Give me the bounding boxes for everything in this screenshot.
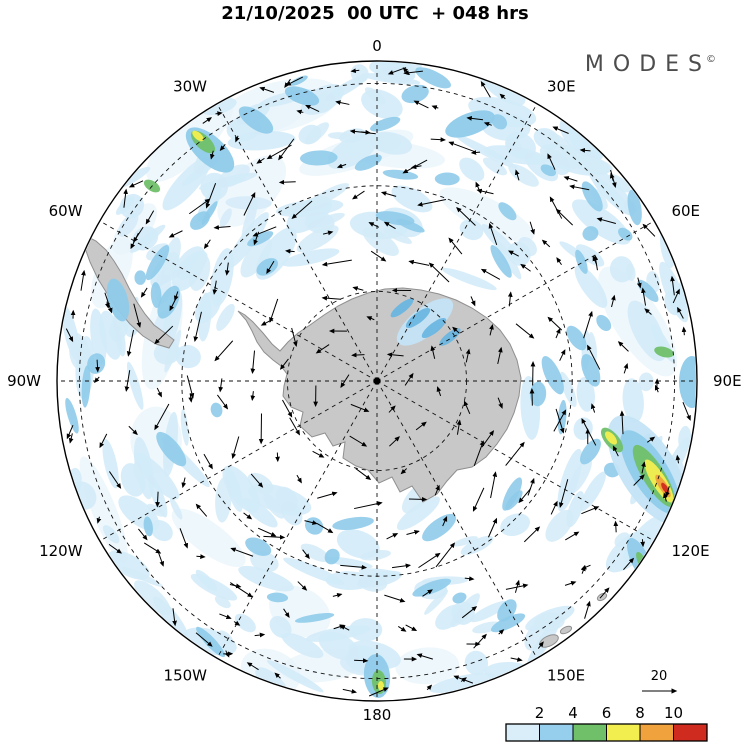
map-rim — [56, 60, 698, 702]
longitude-label-90W: 90W — [7, 372, 41, 390]
longitude-label-60W: 60W — [49, 202, 83, 220]
reference-arrow-label: 20 — [651, 669, 668, 684]
modes-logo-text: MODES — [584, 52, 711, 77]
colorbar-tick-10: 10 — [664, 704, 683, 722]
colorbar-tick-8: 8 — [635, 704, 645, 722]
longitude-label-120W: 120W — [39, 542, 83, 560]
longitude-label-30E: 30E — [547, 78, 576, 96]
longitude-labels: 0 30E 60E 90E 120E 150E 180 150W 120W 90W 60W 30W — [7, 37, 742, 724]
wind-vectors — [65, 67, 691, 697]
longitude-label-30W: 30W — [173, 78, 207, 96]
longitude-label-150W: 150W — [164, 666, 208, 684]
colorbar-tick-4: 4 — [568, 704, 578, 722]
colorbar: 2 4 6 8 10 — [505, 704, 708, 742]
longitude-label-90E: 90E — [713, 372, 742, 390]
colorbar-tick-2: 2 — [535, 704, 545, 722]
copyright-mark-icon: © — [706, 54, 716, 65]
longitude-label-60E: 60E — [671, 202, 700, 220]
figure-title: 21/10/2025 00 UTC + 048 hrs — [221, 3, 529, 24]
longitude-label-150E: 150E — [547, 666, 585, 684]
south-pole-dot — [373, 377, 381, 385]
small-island — [559, 625, 573, 635]
modes-logo: MODES© — [585, 52, 716, 77]
longitude-label-120E: 120E — [671, 542, 709, 560]
graticule — [58, 62, 696, 700]
longitude-label-0: 0 — [372, 37, 382, 55]
vector-reference-legend: 20 — [642, 669, 678, 694]
small-island — [596, 592, 608, 602]
colorbar-tick-6: 6 — [602, 704, 612, 722]
south-america-tip — [84, 235, 175, 349]
longitude-label-180: 180 — [363, 706, 392, 724]
